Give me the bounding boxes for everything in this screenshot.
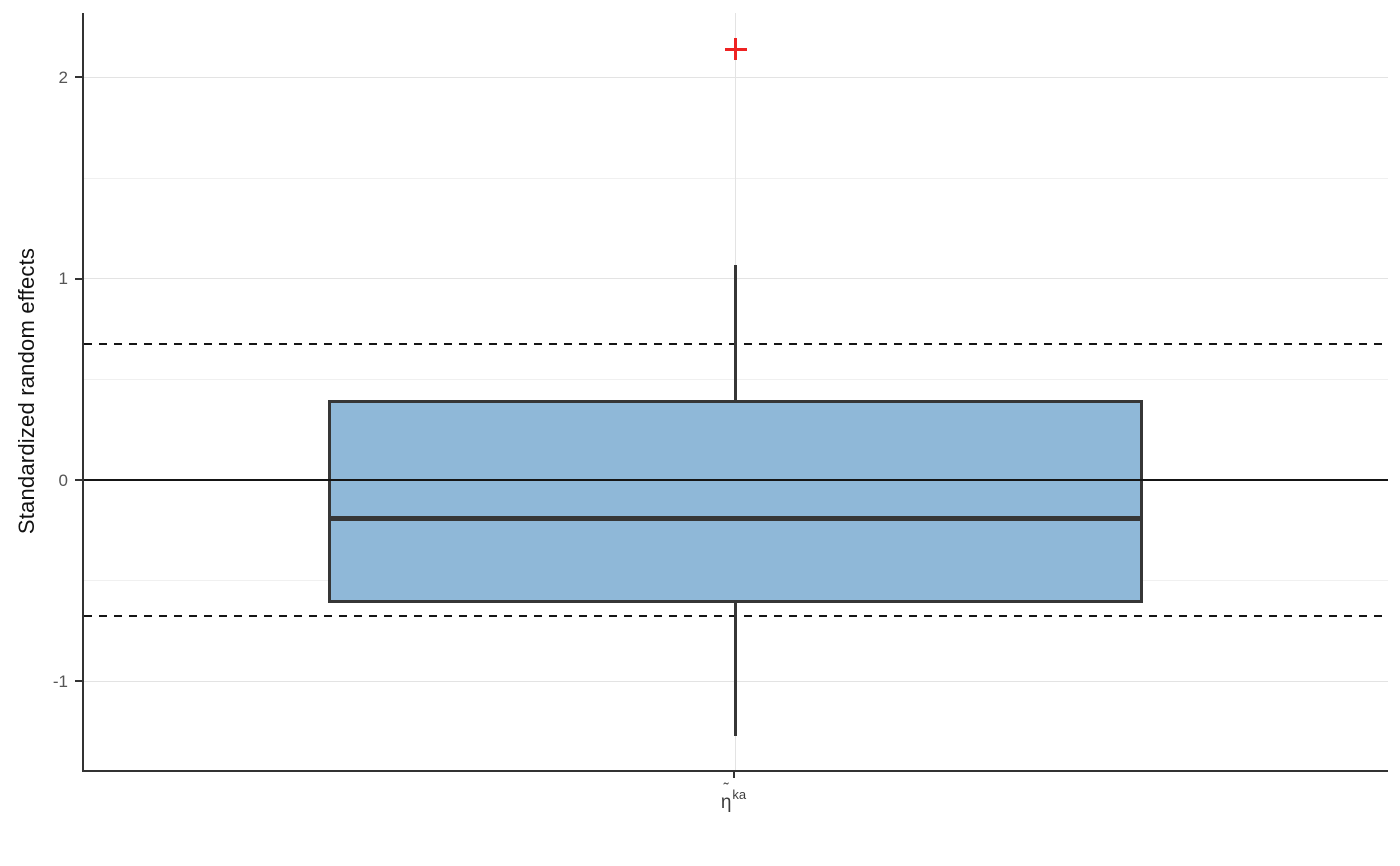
y-tick-mark — [75, 680, 82, 683]
outlier-point — [724, 38, 747, 61]
eta-symbol: η — [720, 792, 732, 813]
x-tick-label-eta-ka: ˜ η ka — [721, 780, 746, 812]
outlier-cross-vbar — [734, 38, 737, 61]
y-tick-mark — [75, 277, 82, 280]
plot-panel — [82, 13, 1388, 772]
eta-subscript: ka — [732, 787, 747, 802]
zero-reference-line — [84, 479, 1388, 482]
eta-symbol-with-tilde: ˜ η — [720, 780, 732, 813]
x-tick-mark — [732, 772, 735, 778]
y-tick-mark — [75, 76, 82, 79]
median-line — [331, 515, 1140, 521]
y-axis-title: Standardized random effects — [14, 247, 39, 535]
upper-whisker — [734, 264, 737, 400]
boxplot-box — [328, 399, 1143, 603]
y-tick-label: -1 — [52, 671, 68, 691]
lower-whisker — [734, 602, 737, 736]
y-tick-label: 2 — [58, 67, 68, 87]
tilde-accent: ˜ — [723, 780, 729, 797]
y-major-gridline — [84, 76, 1388, 78]
y-tick-mark — [75, 479, 82, 482]
y-minor-gridline — [84, 177, 1388, 179]
y-tick-label: 0 — [58, 470, 68, 490]
y-tick-label: 1 — [58, 269, 68, 289]
